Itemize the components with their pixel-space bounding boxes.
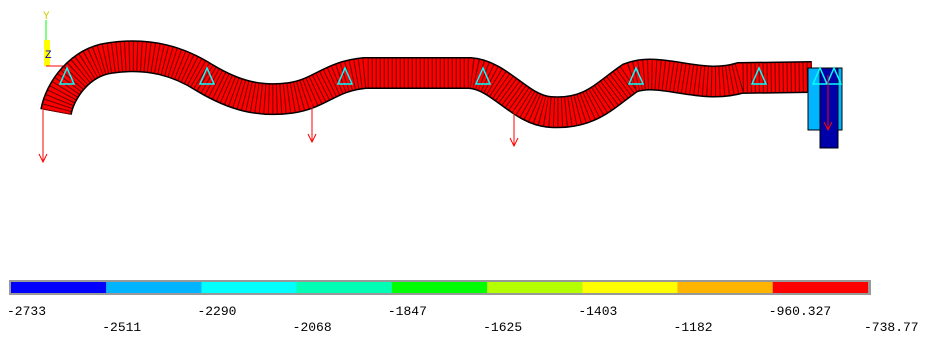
pipe [56, 56, 842, 148]
legend-swatch [487, 282, 582, 293]
z-axis-label: Z [45, 50, 52, 62]
legend-swatch [392, 282, 487, 293]
legend-label: -960.327 [769, 304, 831, 319]
legend-label: -2511 [102, 320, 141, 335]
legend-swatch [678, 282, 773, 293]
legend-swatch [773, 282, 868, 293]
legend-label: -2733 [7, 304, 46, 319]
legend-swatch [582, 282, 677, 293]
legend-label: -1847 [388, 304, 427, 319]
page: {"triad": {"y_label": "Y", "z_label": "Z… [0, 0, 949, 341]
legend: -2733 -2511 -2290 -2068 -1847 -1625 -1403 -1182… [7, 282, 919, 335]
legend-swatch [297, 282, 392, 293]
legend-label: -1625 [483, 320, 522, 335]
y-axis-label: Y [43, 11, 50, 23]
fea-view: Y Z -2733-2511-2290-2068-1847-1625-1403-… [0, 0, 949, 341]
legend-swatch [106, 282, 201, 293]
legend-label: -1182 [674, 320, 713, 335]
load-arrow [39, 110, 47, 162]
legend-swatch [201, 282, 296, 293]
legend-label: -738.77 [864, 320, 919, 335]
legend-swatch [11, 282, 106, 293]
legend-label: -1403 [578, 304, 617, 319]
legend-label: -2068 [293, 320, 332, 335]
legend-label: -2290 [197, 304, 236, 319]
